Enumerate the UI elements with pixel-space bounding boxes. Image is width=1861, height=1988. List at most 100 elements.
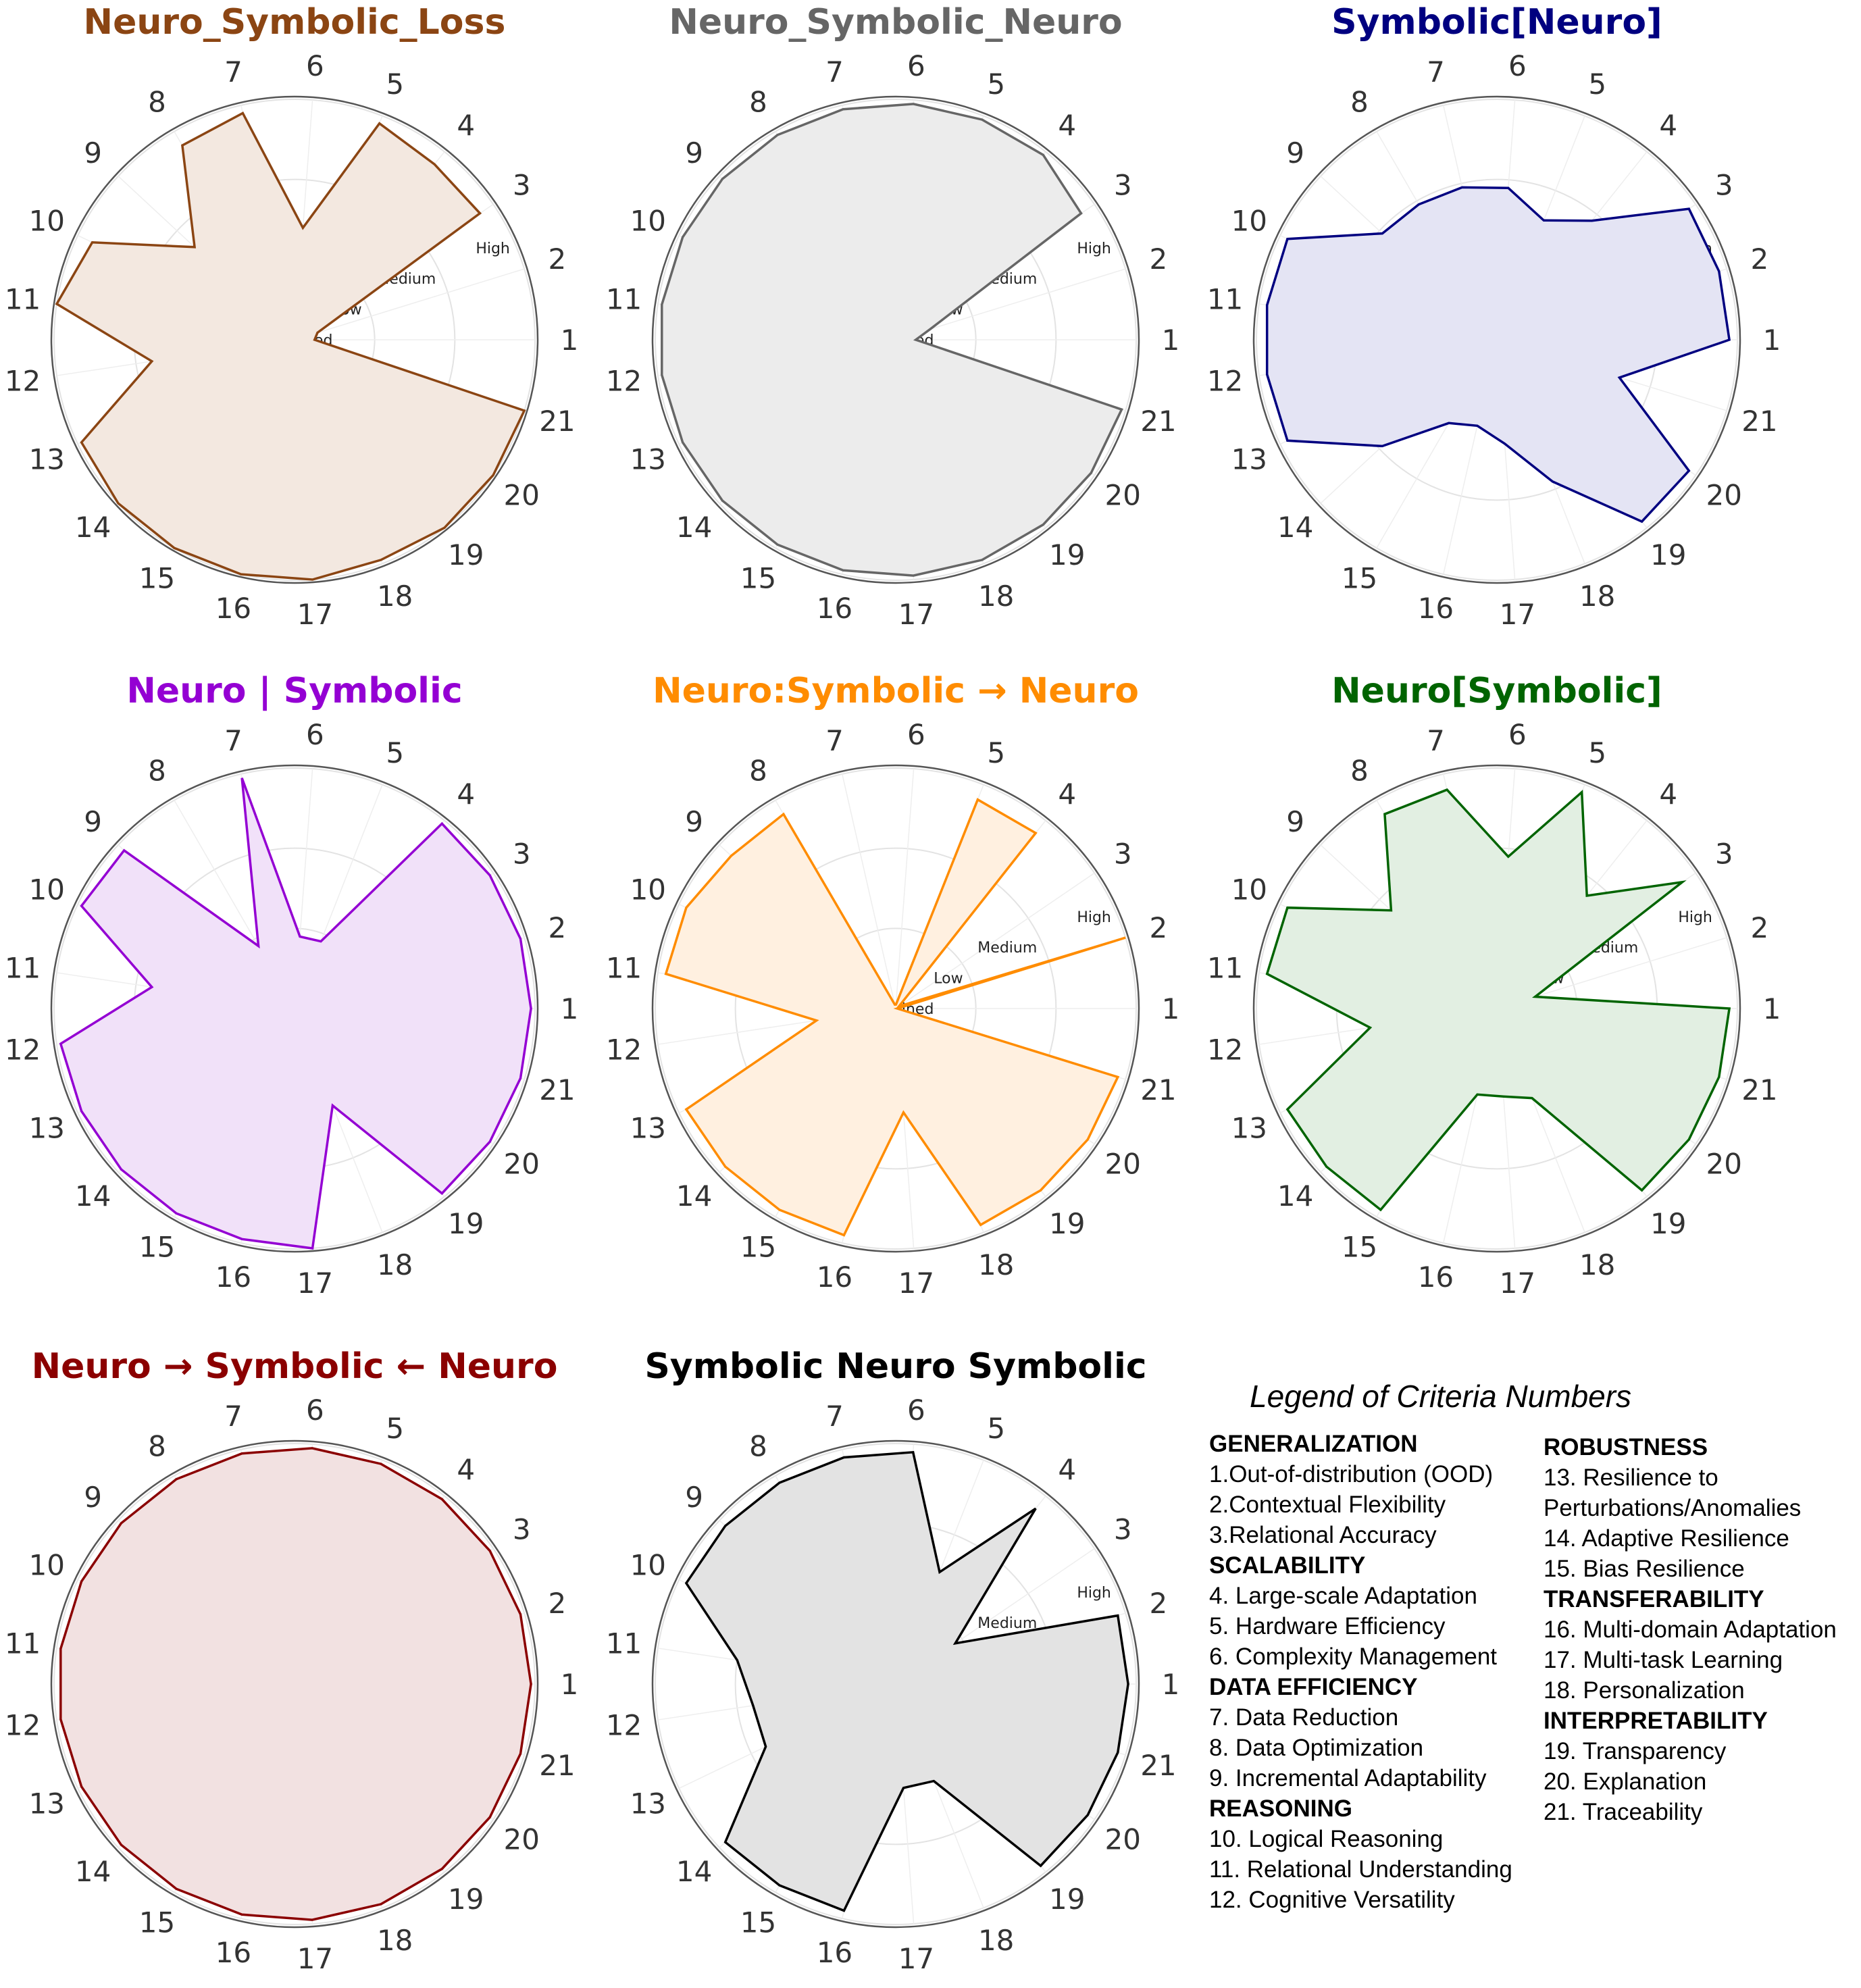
category-label: 4 <box>1058 778 1076 811</box>
category-label: 14 <box>676 1179 712 1213</box>
category-label: 20 <box>504 1823 540 1856</box>
category-label: 7 <box>825 1400 844 1433</box>
polar-frame <box>50 95 539 584</box>
legend-group-header: TRANSFERABILITY <box>1544 1586 1764 1612</box>
category-label: 6 <box>306 1394 324 1427</box>
category-label: 11 <box>606 951 642 984</box>
series-polygon <box>1265 186 1731 524</box>
category-label: 3 <box>513 838 531 871</box>
category-label: 9 <box>84 136 102 170</box>
category-label: 13 <box>630 1112 666 1145</box>
legend-item: 11. Relational Understanding <box>1209 1856 1512 1883</box>
category-label: 10 <box>29 1548 65 1581</box>
category-label: 16 <box>215 1260 251 1294</box>
category-label: 4 <box>1659 109 1677 142</box>
category-label: 9 <box>84 805 102 838</box>
category-label: 13 <box>630 1787 666 1820</box>
legend-title: Legend of Criteria Numbers <box>1250 1379 1632 1414</box>
category-label: 14 <box>676 511 712 544</box>
category-label: 18 <box>377 580 413 613</box>
category-label: 13 <box>29 1112 65 1145</box>
category-label: 15 <box>1342 1230 1377 1263</box>
category-label: 3 <box>1114 838 1132 871</box>
category-label: 7 <box>224 1400 243 1433</box>
series-polygon <box>1265 788 1731 1212</box>
category-label: 21 <box>1741 405 1777 438</box>
category-label: 8 <box>148 755 166 788</box>
category-label: 20 <box>504 1147 540 1180</box>
legend-item: 6. Complexity Management <box>1209 1643 1498 1670</box>
category-label: 20 <box>1105 478 1141 511</box>
radar-chart-1: UndefinedLowMediumHigh123456789101112131… <box>5 2 579 631</box>
category-label: 7 <box>1427 724 1445 757</box>
polar-frame <box>651 95 1140 584</box>
legend-item: 2.Contextual Flexibility <box>1209 1492 1446 1518</box>
category-label: 16 <box>817 1936 852 1969</box>
chart-title: Symbolic Neuro Symbolic <box>644 1346 1146 1387</box>
category-label: 3 <box>1715 838 1733 871</box>
category-label: 6 <box>907 718 925 751</box>
legend-item: 10. Logical Reasoning <box>1209 1826 1444 1852</box>
category-label: 16 <box>817 592 852 625</box>
legend-item: 19. Transparency <box>1544 1738 1727 1764</box>
legend-item: 14. Adaptive Resilience <box>1544 1525 1789 1552</box>
category-label: 4 <box>457 109 475 142</box>
level-label: High <box>1077 240 1111 257</box>
chart-title: Symbolic[Neuro] <box>1331 2 1662 43</box>
chart-title: Neuro:Symbolic → Neuro <box>653 671 1139 711</box>
category-label: 14 <box>75 511 111 544</box>
series-polygon <box>55 111 526 581</box>
category-label: 17 <box>1500 598 1535 631</box>
polar-frame <box>50 1439 539 1929</box>
category-label: 19 <box>1650 538 1686 571</box>
category-label: 4 <box>1058 1453 1076 1486</box>
category-label: 13 <box>1231 1112 1267 1145</box>
category-label: 3 <box>1114 1513 1132 1546</box>
category-label: 19 <box>448 538 484 571</box>
legend-item: 9. Incremental Adaptability <box>1209 1765 1487 1791</box>
category-label: 2 <box>549 243 567 276</box>
chart-title: Neuro → Symbolic ← Neuro <box>32 1346 558 1387</box>
category-label: 17 <box>898 598 934 631</box>
category-label: 1 <box>1162 1668 1180 1701</box>
category-label: 18 <box>377 1248 413 1281</box>
category-label: 9 <box>685 805 703 838</box>
legend-item: 20. Explanation <box>1544 1768 1707 1795</box>
category-label: 5 <box>987 736 1005 769</box>
category-label: 10 <box>1231 873 1267 906</box>
category-label: 9 <box>685 136 703 170</box>
category-label: 18 <box>978 1924 1014 1957</box>
category-label: 16 <box>215 1936 251 1969</box>
category-label: 7 <box>825 724 844 757</box>
category-label: 15 <box>1342 561 1377 594</box>
category-label: 21 <box>539 405 575 438</box>
category-label: 5 <box>386 1412 404 1445</box>
category-label: 12 <box>5 1034 41 1067</box>
category-label: 18 <box>978 580 1014 613</box>
category-label: 4 <box>1058 109 1076 142</box>
level-label: High <box>1077 1585 1111 1602</box>
level-label: High <box>1077 909 1111 926</box>
category-label: 13 <box>630 443 666 476</box>
category-label: 5 <box>1588 68 1606 101</box>
category-label: 5 <box>987 1412 1005 1445</box>
category-label: 7 <box>1427 55 1445 88</box>
legend-item: 1.Out-of-distribution (OOD) <box>1209 1461 1494 1487</box>
category-label: 7 <box>224 55 243 88</box>
category-label: 9 <box>1286 805 1304 838</box>
category-label: 15 <box>139 561 175 594</box>
category-label: 20 <box>504 478 540 511</box>
category-label: 16 <box>1418 592 1454 625</box>
legend-group-header: REASONING <box>1209 1795 1352 1822</box>
legend-item: 5. Hardware Efficiency <box>1209 1613 1446 1639</box>
legend-item: 3.Relational Accuracy <box>1209 1522 1437 1548</box>
polar-frame <box>651 1439 1140 1929</box>
category-label: 10 <box>630 204 666 237</box>
category-label: 2 <box>1150 1587 1168 1620</box>
legend-group-header: SCALABILITY <box>1209 1552 1366 1579</box>
radar-chart-2: UndefinedLowMediumHigh123456789101112131… <box>606 2 1180 631</box>
grid-spoke <box>895 768 915 1009</box>
grid-spoke <box>294 268 525 340</box>
category-label: 1 <box>1162 324 1180 357</box>
radar-chart-6: UndefinedLowMediumHigh123456789101112131… <box>1207 671 1781 1300</box>
